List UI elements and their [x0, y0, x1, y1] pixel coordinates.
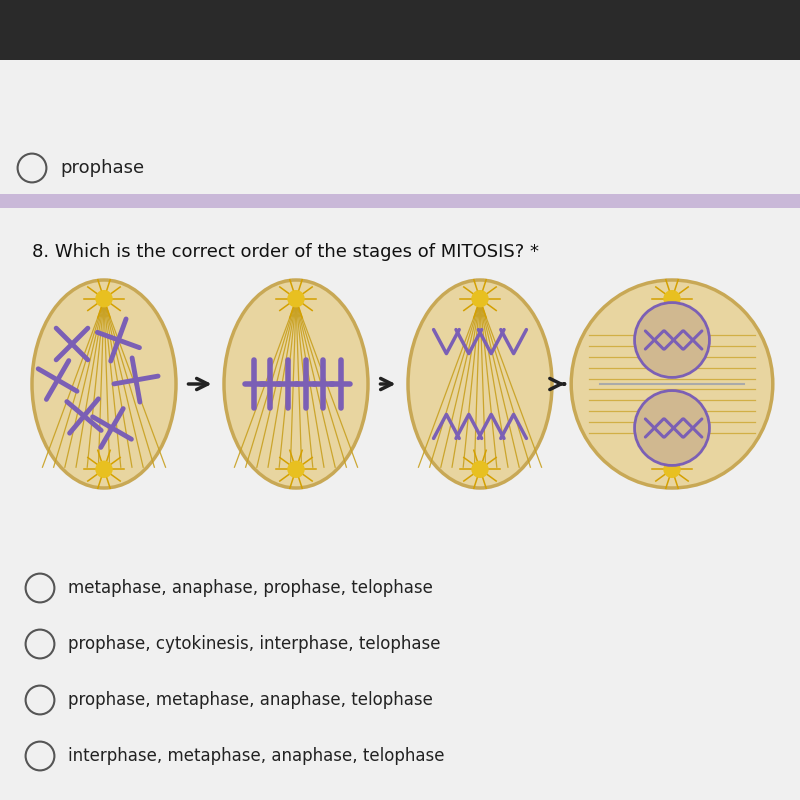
FancyBboxPatch shape [0, 194, 800, 208]
Text: prophase, metaphase, anaphase, telophase: prophase, metaphase, anaphase, telophase [68, 691, 433, 709]
Circle shape [472, 290, 488, 306]
Text: prophase: prophase [60, 159, 144, 177]
Circle shape [96, 290, 112, 306]
Circle shape [288, 290, 304, 306]
Ellipse shape [32, 280, 176, 488]
Text: metaphase, anaphase, prophase, telophase: metaphase, anaphase, prophase, telophase [68, 579, 433, 597]
Text: interphase, metaphase, anaphase, telophase: interphase, metaphase, anaphase, telopha… [68, 747, 445, 765]
Circle shape [664, 462, 680, 478]
Ellipse shape [224, 280, 368, 488]
Ellipse shape [571, 280, 773, 488]
Circle shape [288, 462, 304, 478]
Ellipse shape [408, 280, 552, 488]
Circle shape [664, 290, 680, 306]
Text: 8. Which is the correct order of the stages of MITOSIS? *: 8. Which is the correct order of the sta… [32, 243, 539, 261]
Ellipse shape [634, 302, 710, 378]
Circle shape [472, 462, 488, 478]
FancyBboxPatch shape [0, 0, 800, 60]
Circle shape [96, 462, 112, 478]
Text: prophase, cytokinesis, interphase, telophase: prophase, cytokinesis, interphase, telop… [68, 635, 441, 653]
Ellipse shape [634, 390, 710, 466]
